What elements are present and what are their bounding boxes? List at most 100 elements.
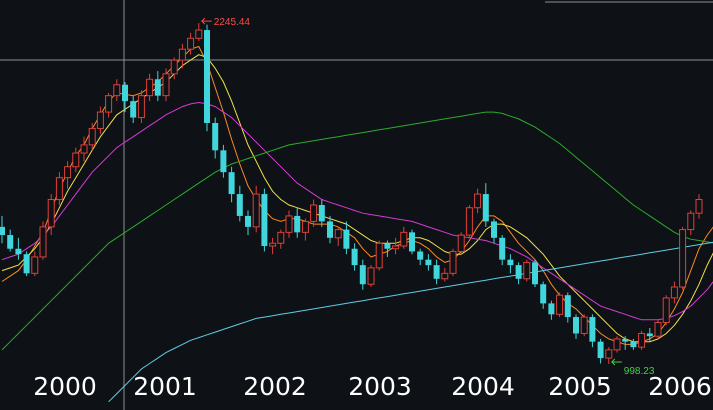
candle-body: [236, 194, 243, 216]
candle: [351, 243, 358, 271]
candle: [318, 199, 325, 227]
candle-body: [7, 235, 14, 249]
candle: [622, 336, 629, 350]
candle-body: [491, 221, 497, 238]
moving-average-line-5: [108, 241, 713, 403]
candle-body: [532, 262, 538, 285]
candle: [670, 281, 678, 304]
candle-body: [204, 30, 210, 123]
moving-average-line-2: [1, 54, 713, 343]
candle-body: [400, 231, 408, 247]
candle: [47, 194, 55, 236]
candle-body: [646, 333, 653, 337]
candle-body: [245, 215, 251, 227]
candle: [195, 23, 203, 41]
candle-body: [441, 272, 449, 280]
candle: [269, 237, 277, 255]
candle: [187, 32, 195, 55]
candle: [662, 295, 670, 326]
candle-body: [318, 205, 325, 222]
candle: [499, 235, 506, 266]
candle: [384, 240, 391, 257]
candle: [515, 262, 522, 285]
candle-body: [146, 78, 154, 97]
candle-body: [465, 207, 473, 236]
candle-body: [687, 212, 695, 231]
candle: [122, 82, 128, 113]
candle-body: [154, 79, 161, 96]
candles: [0, 23, 703, 365]
candle: [310, 199, 318, 227]
candle-body: [613, 338, 621, 351]
candle: [343, 221, 350, 255]
candle-body: [515, 265, 522, 279]
candle-body: [122, 84, 128, 102]
candle: [162, 68, 170, 102]
candle: [392, 237, 400, 255]
candle: [137, 90, 145, 123]
candle-body: [433, 265, 440, 279]
candle: [261, 188, 268, 252]
candle-body: [695, 199, 703, 214]
candle-body: [548, 303, 555, 315]
candle-body: [294, 215, 301, 233]
candle: [433, 259, 440, 285]
candle: [294, 207, 301, 238]
candle-body: [178, 48, 186, 61]
candle: [417, 248, 424, 266]
candle: [482, 183, 489, 227]
candle-body: [638, 332, 646, 348]
year-label-2003: 2003: [348, 372, 412, 401]
candle: [548, 300, 555, 320]
year-label-2004: 2004: [451, 372, 515, 401]
candle-body: [670, 286, 678, 299]
candle: [301, 218, 309, 241]
candle: [64, 161, 72, 189]
candle-body: [39, 226, 47, 258]
candle: [31, 251, 39, 277]
candle: [400, 226, 408, 249]
candle-body: [327, 221, 333, 238]
candle-body: [622, 338, 629, 342]
candle: [687, 210, 695, 236]
candle: [630, 338, 637, 350]
candle: [55, 172, 63, 205]
candle-body: [597, 341, 604, 359]
candle-body: [105, 95, 113, 113]
candle: [474, 188, 482, 214]
candle-body: [384, 243, 391, 249]
high-price-label: 2245.44: [214, 17, 251, 28]
candle: [359, 259, 366, 290]
candle: [580, 314, 588, 337]
candle: [277, 229, 285, 249]
candle-body: [359, 265, 366, 285]
candle: [540, 281, 547, 309]
candle-body: [0, 226, 5, 236]
candle: [334, 226, 342, 246]
low-price-label: 998.23: [624, 366, 655, 377]
candle: [573, 314, 579, 339]
candle: [285, 210, 293, 238]
candle: [695, 194, 703, 219]
year-label-2005: 2005: [548, 372, 612, 401]
candle: [228, 166, 235, 203]
candle-body: [523, 261, 531, 280]
candle-body: [228, 172, 235, 195]
candle: [327, 215, 333, 244]
candle-body: [474, 193, 482, 209]
year-label-2000: 2000: [33, 372, 97, 401]
candle-body: [482, 194, 489, 222]
candle-body: [80, 144, 88, 154]
candle-body: [113, 84, 121, 97]
candle-body: [425, 259, 432, 266]
candle-body: [64, 166, 72, 179]
candle-body: [23, 254, 30, 274]
candle-body: [457, 234, 465, 252]
candle: [154, 71, 161, 102]
candle: [441, 267, 449, 282]
candle-body: [15, 248, 22, 255]
candle-body: [449, 250, 457, 274]
candle: [7, 229, 14, 252]
candle: [245, 210, 251, 236]
